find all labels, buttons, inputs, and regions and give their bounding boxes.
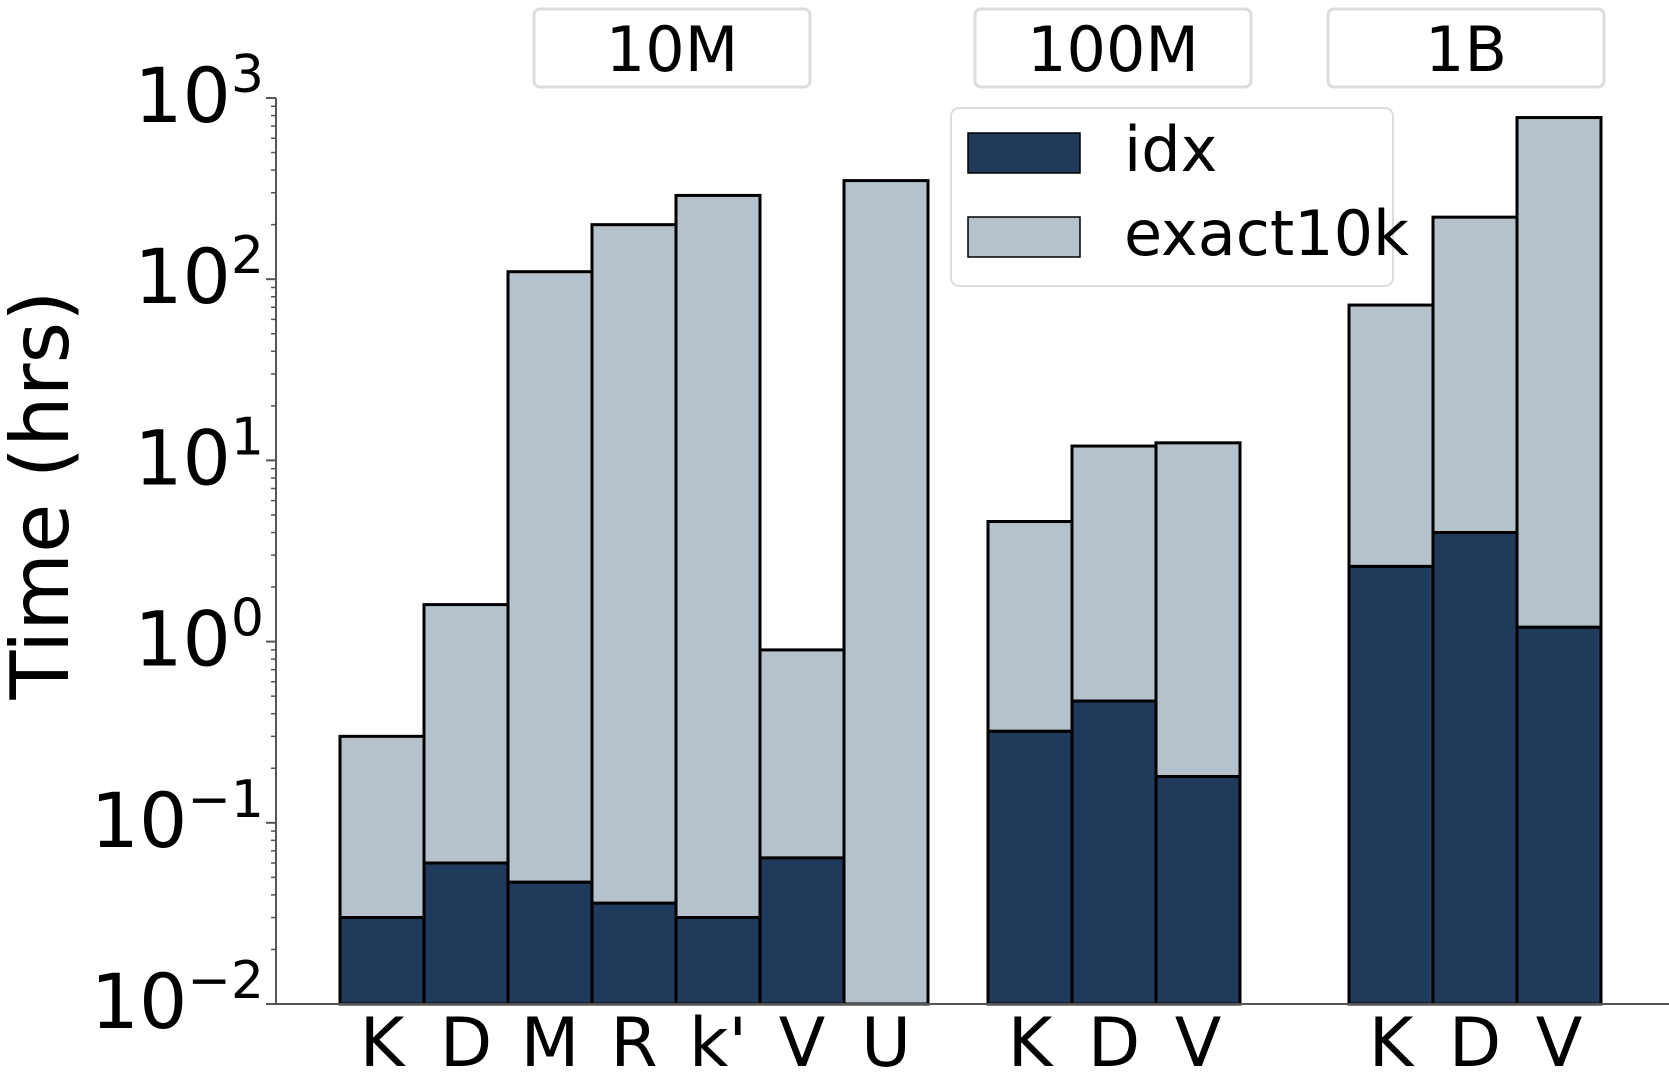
legend-swatch	[967, 216, 1081, 258]
x-tick-label: D	[1088, 1004, 1140, 1080]
bar-exact10k	[590, 223, 678, 905]
y-tick-label: 10−1	[91, 770, 264, 865]
bar-idx	[422, 861, 510, 1006]
group-label: 1B	[1425, 13, 1507, 86]
bar-idx	[674, 916, 762, 1006]
axes-layer: 10−2 10−1 100 101 102 103	[91, 45, 1669, 1046]
x-tick-label: D	[1449, 1004, 1501, 1080]
bar-exact10k	[674, 193, 762, 920]
legend-swatch	[967, 132, 1081, 174]
x-tick-label: k'	[689, 1004, 747, 1080]
x-tick-label: D	[440, 1004, 492, 1080]
x-tick-label: V	[1536, 1004, 1583, 1080]
bar-exact10k	[422, 603, 510, 865]
bar-idx	[1347, 564, 1435, 1006]
bar-idx	[506, 880, 594, 1006]
group-label: 10M	[606, 13, 738, 86]
group-label-box	[1326, 7, 1606, 89]
bar-exact10k	[1070, 444, 1158, 703]
bar-idx	[1431, 531, 1519, 1006]
bar-exact10k	[842, 179, 930, 1006]
bar-idx	[986, 729, 1074, 1006]
legend-label: idx	[1124, 113, 1217, 186]
y-tick-label: 10−2	[91, 951, 264, 1046]
group-label-box	[532, 7, 812, 89]
x-tick-label: K	[360, 1004, 407, 1080]
bar-exact10k	[338, 734, 426, 920]
bar-idx	[590, 901, 678, 1006]
bar-exact10k	[506, 270, 594, 884]
bar-exact10k	[1347, 303, 1435, 568]
x-tick-label: M	[521, 1004, 580, 1080]
y-axis-label: Time (hrs)	[0, 291, 87, 701]
bar-exact10k	[758, 648, 846, 860]
bars-layer	[338, 116, 1603, 1006]
bar-exact10k	[1515, 116, 1603, 629]
bar-exact10k	[986, 520, 1074, 733]
y-tick-label: 100	[134, 589, 264, 684]
bar-idx	[758, 856, 846, 1006]
x-tick-label: K	[1369, 1004, 1416, 1080]
legend-label: exact10k	[1124, 197, 1409, 270]
y-tick-label: 103	[134, 45, 264, 140]
bar-exact10k	[1154, 441, 1242, 779]
bar-idx	[1515, 625, 1603, 1006]
x-tick-label: R	[610, 1004, 657, 1080]
x-tick-label: U	[861, 1004, 911, 1080]
group-label: 100M	[1027, 13, 1199, 86]
bar-idx	[1154, 775, 1242, 1006]
legend: idx exact10k	[950, 107, 1409, 287]
y-tick-label: 101	[134, 407, 264, 502]
x-tick-label: K	[1008, 1004, 1055, 1080]
y-tick-label: 102	[134, 226, 264, 321]
bar-idx	[1070, 699, 1158, 1006]
bar-exact10k	[1431, 215, 1519, 535]
group-label-box	[973, 7, 1253, 89]
bar-idx	[338, 916, 426, 1006]
x-tick-label: V	[1175, 1004, 1222, 1080]
x-tick-label: V	[779, 1004, 826, 1080]
